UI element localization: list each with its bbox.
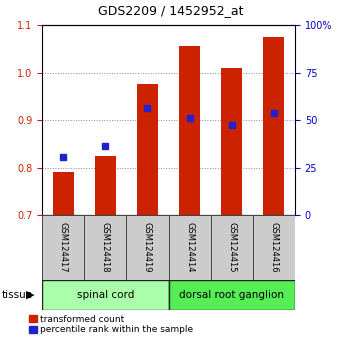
Text: GSM124417: GSM124417 <box>59 222 68 273</box>
Bar <box>126 215 168 280</box>
Bar <box>42 280 168 310</box>
Bar <box>95 156 116 215</box>
Bar <box>168 215 211 280</box>
Text: dorsal root ganglion: dorsal root ganglion <box>179 290 284 300</box>
Bar <box>179 46 200 215</box>
Bar <box>263 37 284 215</box>
Text: spinal cord: spinal cord <box>77 290 134 300</box>
Bar <box>221 68 242 215</box>
Text: GSM124416: GSM124416 <box>269 222 278 273</box>
Text: tissue: tissue <box>2 290 33 300</box>
Text: GDS2209 / 1452952_at: GDS2209 / 1452952_at <box>98 4 243 17</box>
Text: GSM124415: GSM124415 <box>227 222 236 273</box>
Text: GSM124419: GSM124419 <box>143 222 152 273</box>
Text: GSM124414: GSM124414 <box>185 222 194 273</box>
Text: GSM124418: GSM124418 <box>101 222 110 273</box>
Bar <box>253 215 295 280</box>
Bar <box>42 215 84 280</box>
Bar <box>211 215 253 280</box>
Bar <box>84 215 126 280</box>
Bar <box>137 84 158 215</box>
Bar <box>168 280 295 310</box>
Bar <box>53 172 74 215</box>
Legend: transformed count, percentile rank within the sample: transformed count, percentile rank withi… <box>29 314 193 334</box>
Text: ▶: ▶ <box>26 290 34 300</box>
